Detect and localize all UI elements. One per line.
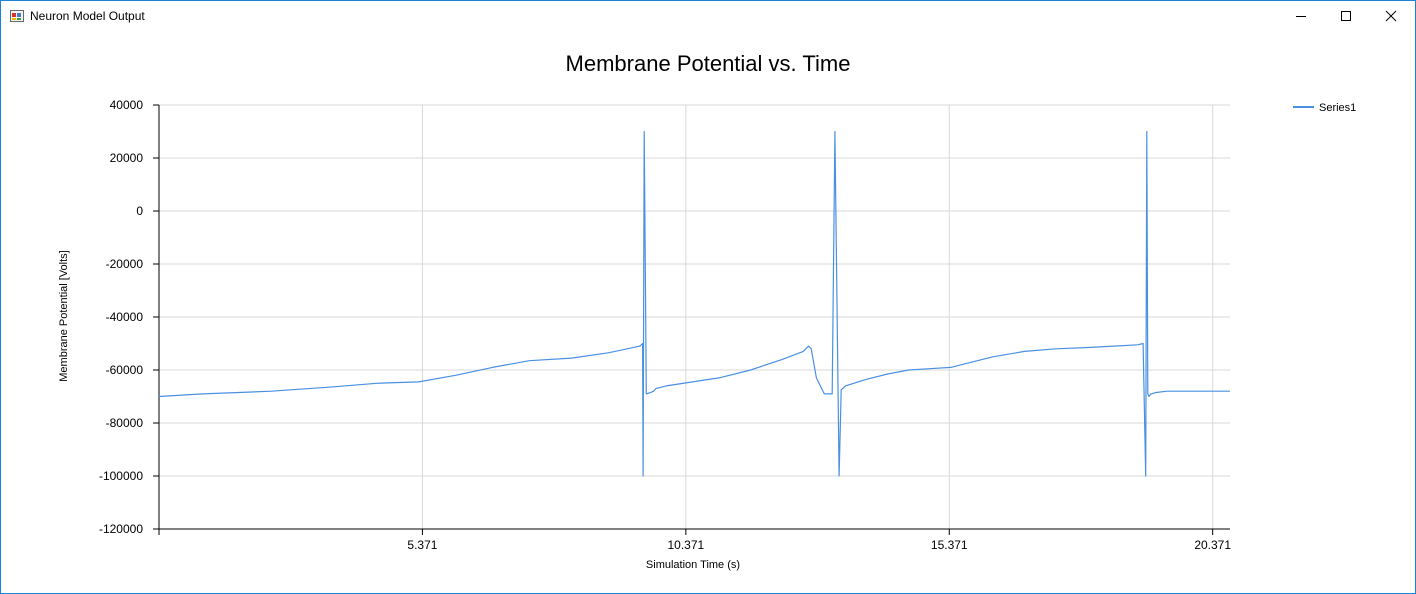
close-icon (1385, 10, 1397, 22)
x-tick-label: 5.371 (407, 538, 437, 552)
y-tick-label: -120000 (99, 522, 143, 536)
y-tick-label: 20000 (110, 151, 144, 165)
y-tick-label: 0 (136, 204, 143, 218)
x-tick-label: 20.371 (1194, 538, 1231, 552)
x-tick-label: 15.371 (931, 538, 968, 552)
grid-lines (159, 104, 1230, 530)
y-tick-label: -60000 (106, 363, 144, 377)
y-tick-label: -40000 (106, 310, 144, 324)
y-tick-label: -80000 (106, 416, 144, 430)
minimize-button[interactable] (1278, 1, 1324, 31)
title-bar[interactable]: Neuron Model Output (1, 1, 1415, 31)
series-line-series1 (158, 130, 1230, 477)
app-window-icon[interactable] (10, 9, 24, 23)
x-tick-label: 10.371 (667, 538, 704, 552)
y-tick-label: -20000 (106, 257, 144, 271)
window-title: Neuron Model Output (30, 9, 145, 23)
series-layer (158, 130, 1230, 477)
x-axis-title: Simulation Time (s) (646, 559, 740, 571)
legend-label-series1: Series1 (1319, 102, 1356, 114)
maximize-icon (1341, 11, 1351, 21)
chart-title: Membrane Potential vs. Time (566, 51, 851, 76)
minimize-icon (1296, 16, 1306, 17)
close-button[interactable] (1368, 1, 1414, 31)
y-tick-label: -100000 (99, 469, 143, 483)
maximize-button[interactable] (1323, 1, 1369, 31)
y-tick-label: 40000 (110, 98, 144, 112)
y-axis-title: Membrane Potential [Volts] (58, 250, 70, 381)
legend: Series1 (1293, 102, 1356, 114)
axes: 40000 20000 0 -20000 -40000 -60000 -80000 -1000… (99, 98, 1231, 552)
chart: 40000 20000 0 -20000 -40000 -60000 -80000 -1000… (58, 51, 1356, 571)
